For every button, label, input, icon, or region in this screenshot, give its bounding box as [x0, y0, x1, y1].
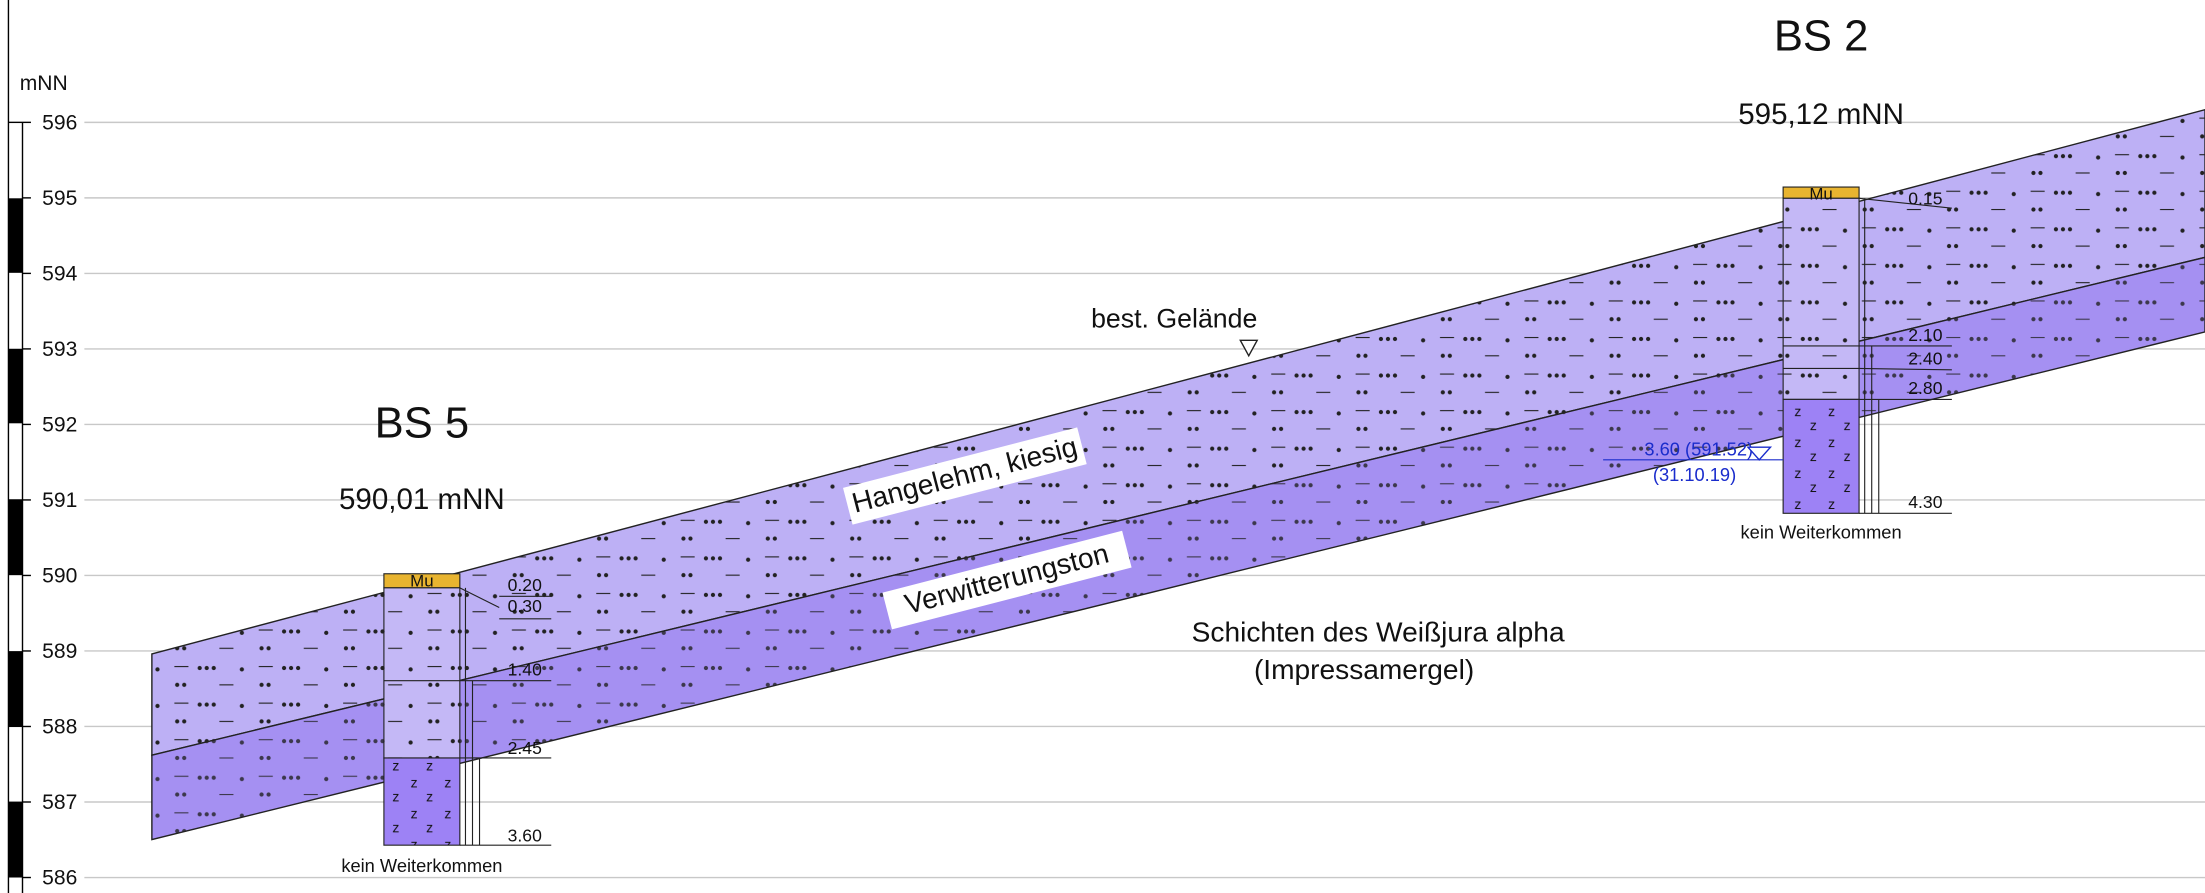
water-date: (31.10.19) [1653, 464, 1736, 485]
depth-labels: 0.200.30 1.40 2.45 3.60 0.15 2.10 2.40 2.80 4.30 [508, 188, 1943, 845]
depth-label: 0.20 [508, 575, 542, 595]
y-tick-label: 593 [42, 338, 77, 361]
layer-hatch [151, 257, 2205, 840]
axis-unit: mNN [20, 72, 68, 95]
water-level: 3.60 (591.52) [1644, 439, 1753, 460]
bedrock-label: Schichten des Weißjura alpha [1192, 616, 1565, 647]
borehole-bs2 [1782, 186, 1952, 514]
y-tick-label: 594 [42, 262, 77, 285]
depth-label: 4.30 [1908, 492, 1942, 512]
y-tick-label: 588 [42, 715, 77, 738]
depth-label: 2.45 [508, 738, 542, 758]
borehole-name: BS 2 [1774, 13, 1868, 61]
layer-code: Mu [410, 571, 433, 590]
layer-hatch [151, 109, 2205, 756]
y-tick-label: 590 [42, 564, 77, 587]
y-tick-label: 589 [42, 640, 77, 663]
end-note: kein Weiterkommen [1741, 522, 1902, 543]
y-tick-label: 587 [42, 791, 77, 814]
scale-bars [8, 198, 23, 878]
borehole-elevation: 590,01 mNN [339, 483, 505, 516]
depth-label: 2.10 [1908, 325, 1942, 345]
surface-marker [1239, 339, 1259, 358]
y-tick-label: 592 [42, 413, 77, 436]
depth-label: 0.30 [508, 596, 542, 616]
borehole-elevation: 595,12 mNN [1738, 98, 1904, 131]
y-tick-label: 591 [42, 489, 77, 512]
borehole-bs5 [383, 573, 552, 846]
depth-label: 2.40 [1908, 349, 1942, 369]
depth-label: 2.80 [1908, 378, 1942, 398]
bedrock-label: (Impressamergel) [1254, 654, 1474, 685]
y-tick-label: 596 [42, 111, 77, 134]
layer-code: Mu [1809, 185, 1832, 204]
y-tick-label: 595 [42, 187, 77, 210]
depth-label: 0.15 [1908, 188, 1942, 208]
label-box [1175, 613, 1584, 650]
surface-label: best. Gelände [1091, 304, 1257, 334]
depth-label: 1.40 [508, 659, 542, 679]
water-marker [1746, 446, 1773, 461]
depth-label: 3.60 [508, 825, 542, 845]
end-note: kein Weiterkommen [341, 855, 502, 876]
borehole-name: BS 5 [375, 399, 469, 447]
y-tick-label: 586 [42, 867, 77, 890]
